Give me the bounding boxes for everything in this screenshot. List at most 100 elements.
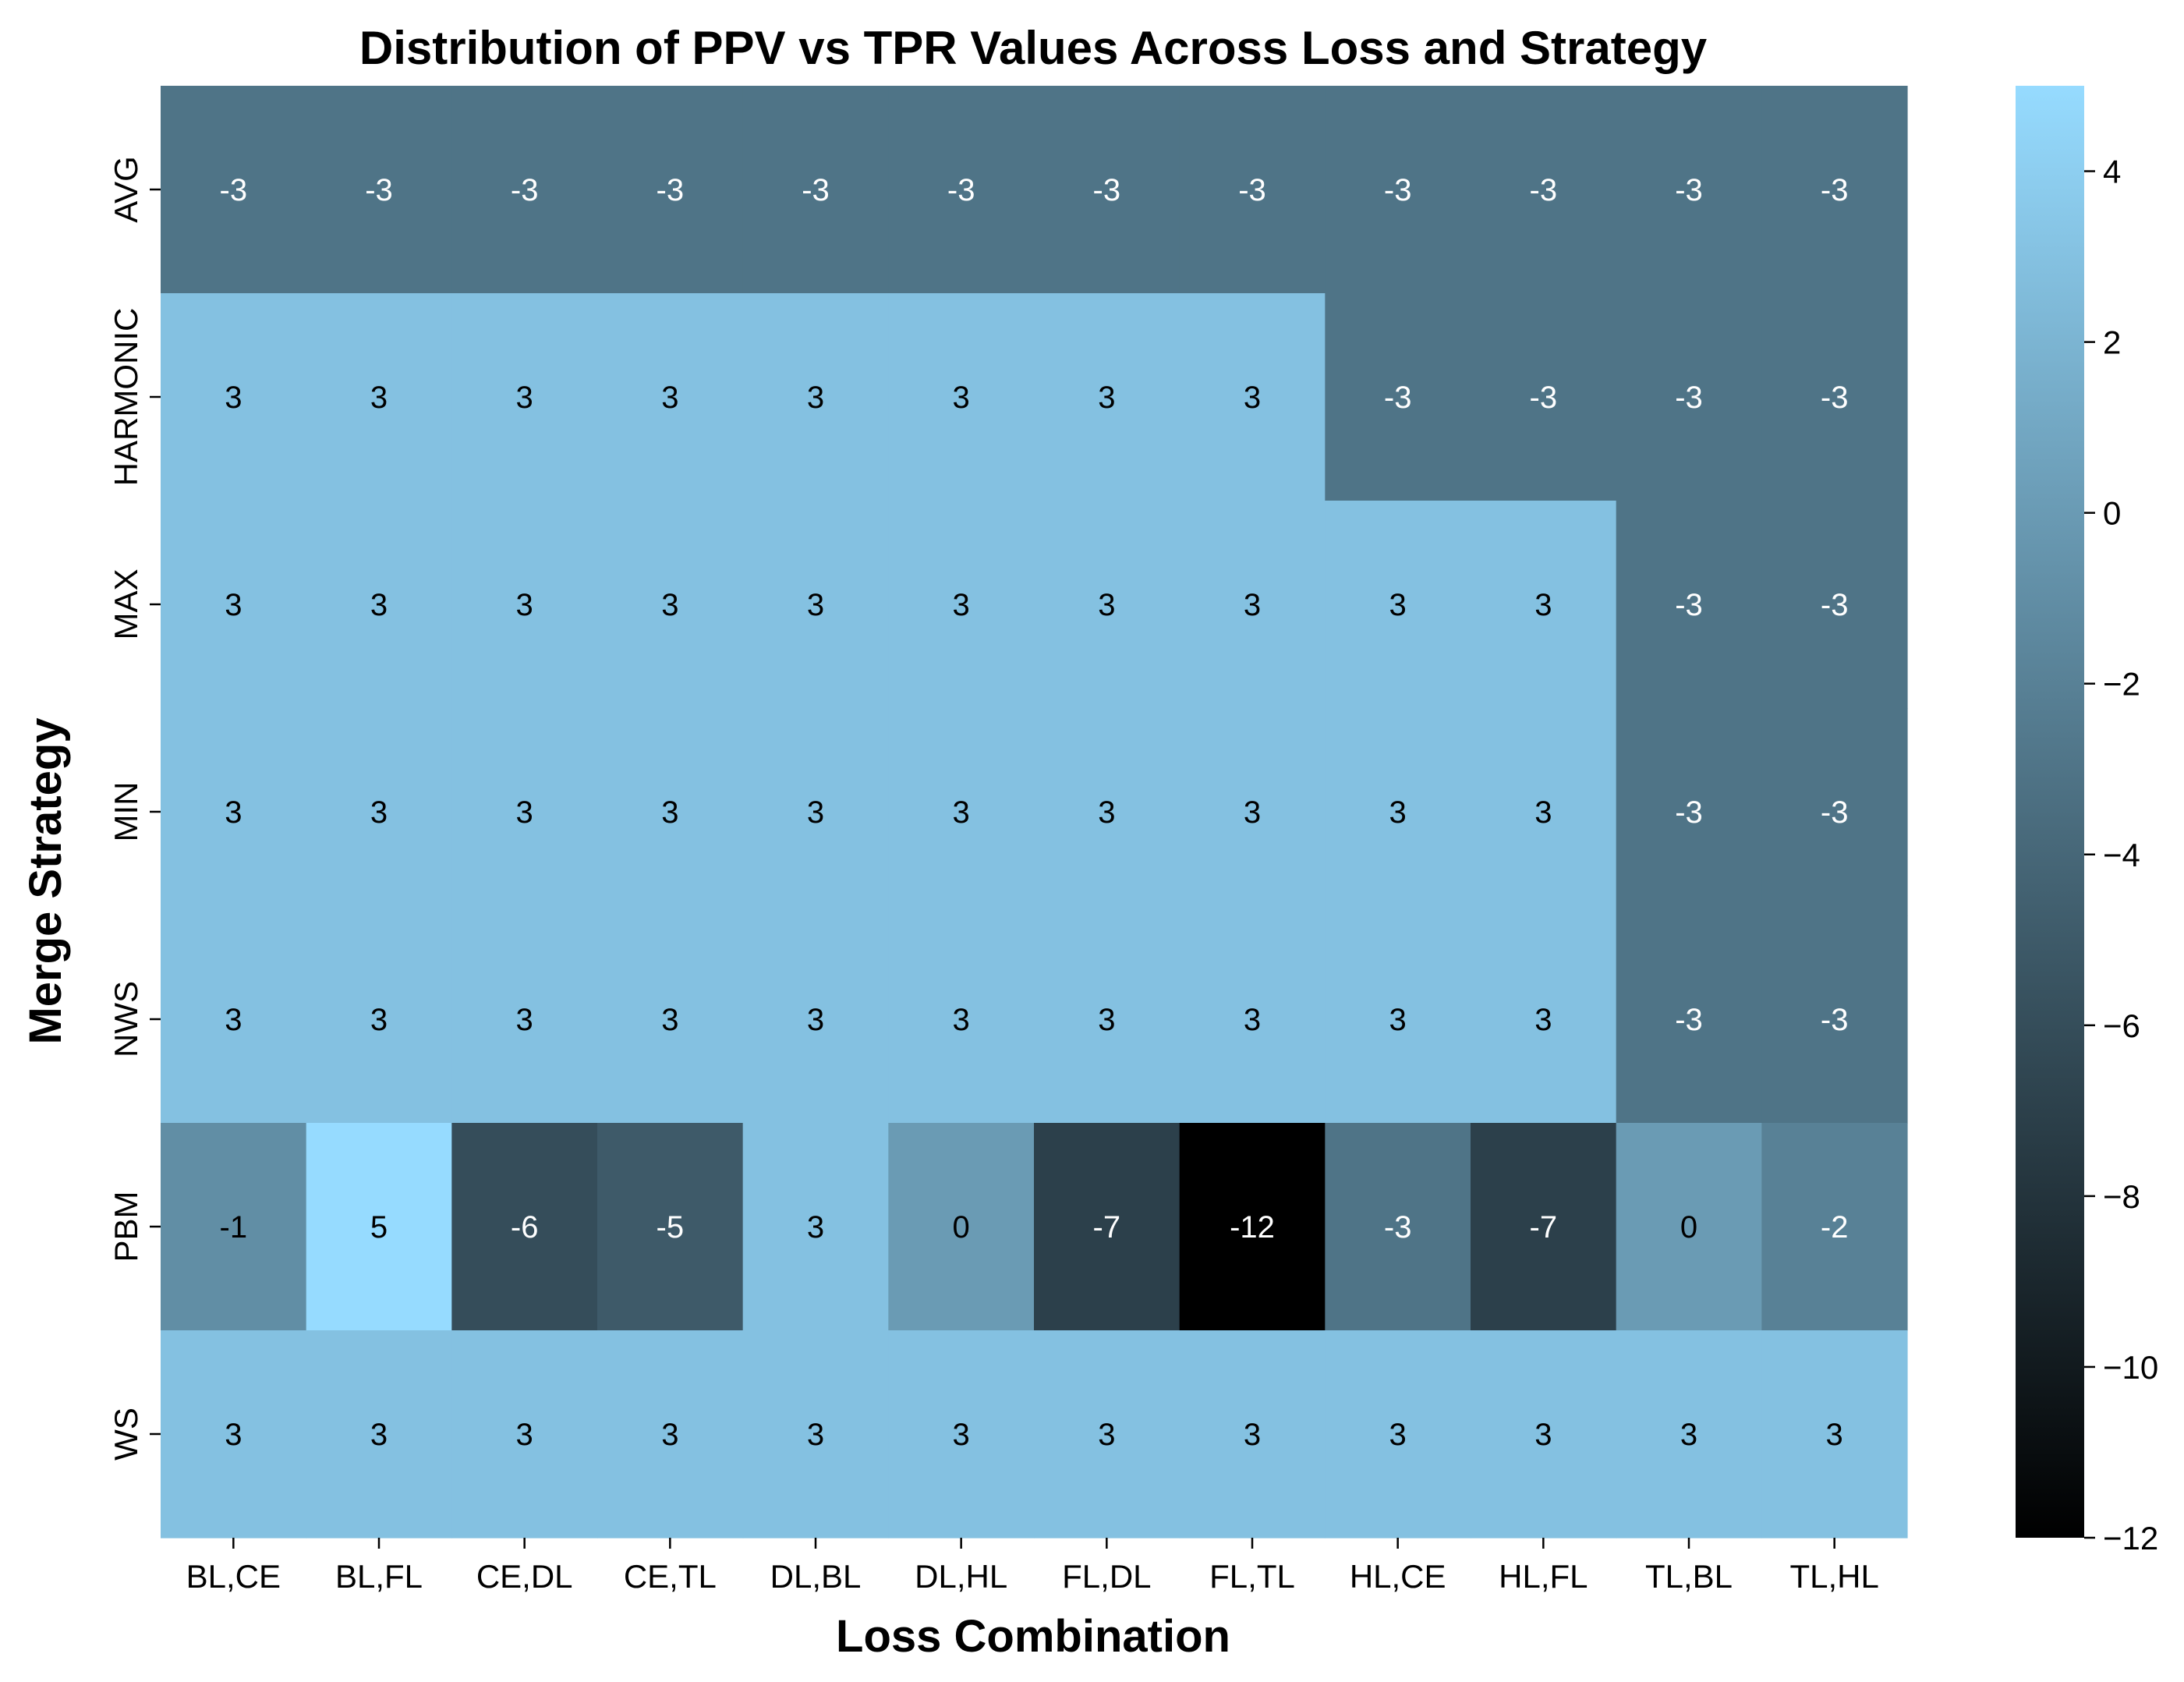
cell-value-label: -3 (365, 173, 393, 207)
heatmap-cell-pbm-fl-tl (1179, 1123, 1326, 1331)
cell-value-label: -3 (802, 173, 830, 207)
heatmap-cell-pbm-hl-fl (1471, 1123, 1617, 1331)
heatmap-cell-max-bl-fl (306, 501, 452, 709)
x-tick-label: TL,BL (1645, 1558, 1733, 1595)
x-tick-label: CE,DL (476, 1558, 573, 1595)
cell-value-label: -3 (1821, 173, 1849, 207)
heatmap-cell-pbm-dl-bl (742, 1123, 889, 1331)
chart-title: Distribution of PPV vs TPR Values Across… (359, 22, 1708, 74)
cell-value-label: 3 (1389, 1418, 1407, 1452)
heatmap-cell-nws-ce-tl (597, 915, 744, 1124)
cell-value-label: 3 (953, 795, 970, 830)
heatmap-cell-ws-fl-tl (1179, 1330, 1326, 1539)
cell-value-label: -3 (1821, 588, 1849, 622)
cell-value-label: 3 (807, 588, 824, 622)
x-axis-ticks: BL,CE BL,FL CE,DL CE,TL DL,BL DL,HL FL,DL FL,TL… (186, 1538, 1879, 1595)
cell-value-label: 3 (1244, 381, 1261, 415)
cell-value-label: 3 (370, 381, 388, 415)
cell-value-label: 3 (953, 381, 970, 415)
cell-value-label: -3 (657, 173, 685, 207)
cell-value-label: 3 (807, 795, 824, 830)
cell-value-label: -3 (1675, 588, 1703, 622)
heatmap-cell-harmonic-bl-ce (161, 293, 307, 501)
cell-value-label: -3 (1821, 1003, 1849, 1037)
heatmap-cell-max-hl-fl (1471, 501, 1617, 709)
x-tick-label: HL,CE (1350, 1558, 1446, 1595)
cell-value-label: 0 (953, 1210, 970, 1245)
y-tick-label: PBM (108, 1191, 144, 1262)
heatmap-cell-harmonic-fl-tl (1179, 293, 1326, 501)
heatmap-cell-pbm-ce-tl (597, 1123, 744, 1331)
heatmap-cell-min-ce-tl (597, 708, 744, 916)
cell-value-label: 3 (807, 1003, 824, 1037)
cell-value-label: 3 (516, 588, 533, 622)
cell-value-label: 3 (1244, 1003, 1261, 1037)
heatmap-cell-harmonic-ce-tl (597, 293, 744, 501)
y-axis-label: Merge Strategy (20, 717, 71, 1044)
cell-value-label: 3 (1826, 1418, 1843, 1452)
heatmap-cell-max-dl-hl (888, 501, 1035, 709)
heatmap-cell-max-ce-dl (451, 501, 598, 709)
cell-value-label: -3 (1675, 795, 1703, 830)
heatmap-cell-avg-hl-ce (1325, 86, 1471, 294)
cell-value-label: -3 (1675, 381, 1703, 415)
heatmap-cell-min-hl-ce (1325, 708, 1471, 916)
heatmap-cell-ws-hl-fl (1471, 1330, 1617, 1539)
y-tick-label: NWS (108, 981, 144, 1057)
heatmap-cell-ws-bl-fl (306, 1330, 452, 1539)
y-tick-label: HARMONIC (108, 308, 144, 487)
heatmap-cell-pbm-bl-fl (306, 1123, 452, 1331)
cell-value-label: 3 (1389, 588, 1407, 622)
cell-value-label: 0 (1680, 1210, 1697, 1245)
cell-value-label: -3 (1675, 173, 1703, 207)
heatmap-cell-avg-tl-bl (1616, 86, 1762, 294)
cell-value-label: -6 (511, 1210, 539, 1245)
cell-value-label: 3 (370, 795, 388, 830)
heatmap-cell-min-dl-bl (742, 708, 889, 916)
cell-value-label: 3 (661, 1418, 678, 1452)
cell-value-label: 3 (1534, 795, 1552, 830)
y-tick-label: MAX (108, 568, 144, 639)
colorbar (2016, 86, 2084, 1538)
cell-value-label: 3 (225, 795, 242, 830)
heatmap-cell-nws-dl-hl (888, 915, 1035, 1124)
cell-value-label: -12 (1230, 1210, 1275, 1245)
cell-value-label: -3 (1238, 173, 1266, 207)
x-tick-label: CE,TL (624, 1558, 717, 1595)
cell-value-label: -3 (1384, 381, 1412, 415)
heatmap-cell-nws-tl-bl (1616, 915, 1762, 1124)
heatmap-cell-max-tl-bl (1616, 501, 1762, 709)
heatmap-cell-ws-dl-hl (888, 1330, 1035, 1539)
heatmap-cell-max-fl-tl (1179, 501, 1326, 709)
heatmap-cell-harmonic-dl-bl (742, 293, 889, 501)
heatmap-cell-avg-bl-ce (161, 86, 307, 294)
heatmap-cell-labels: -3 -3 -3 -3 -3 -3 -3 -3 -3 -3 -3 -3 3 3 3 3 3 3 3 3 -3 -3 -3 -3… (220, 173, 1849, 1452)
cell-value-label: -3 (1093, 173, 1121, 207)
y-tick-label: MIN (108, 782, 144, 842)
cell-value-label: 3 (1098, 381, 1115, 415)
x-tick-label: DL,BL (770, 1558, 862, 1595)
colorbar-tick-label: 4 (2103, 154, 2121, 190)
x-tick-label: FL,TL (1209, 1558, 1295, 1595)
heatmap-cell-nws-ce-dl (451, 915, 598, 1124)
heatmap-cell-avg-ce-dl (451, 86, 598, 294)
heatmap-cell-ws-hl-ce (1325, 1330, 1471, 1539)
cell-value-label: 3 (1098, 795, 1115, 830)
colorbar-tick-label: −6 (2103, 1007, 2140, 1044)
cell-value-label: -1 (220, 1210, 248, 1245)
cell-value-label: 3 (225, 1003, 242, 1037)
cell-value-label: 3 (370, 1418, 388, 1452)
cell-value-label: 3 (807, 1210, 824, 1245)
cell-value-label: 3 (661, 795, 678, 830)
heatmap-cell-pbm-tl-bl (1616, 1123, 1762, 1331)
cell-value-label: 3 (1244, 795, 1261, 830)
heatmap-cell-ws-ce-dl (451, 1330, 598, 1539)
cell-value-label: 3 (370, 588, 388, 622)
heatmap-cell-min-fl-dl (1034, 708, 1180, 916)
heatmap-cell-harmonic-hl-ce (1325, 293, 1471, 501)
heatmap-cell-pbm-bl-ce (161, 1123, 307, 1331)
cell-value-label: 3 (370, 1003, 388, 1037)
y-tick-label: WS (108, 1408, 144, 1461)
